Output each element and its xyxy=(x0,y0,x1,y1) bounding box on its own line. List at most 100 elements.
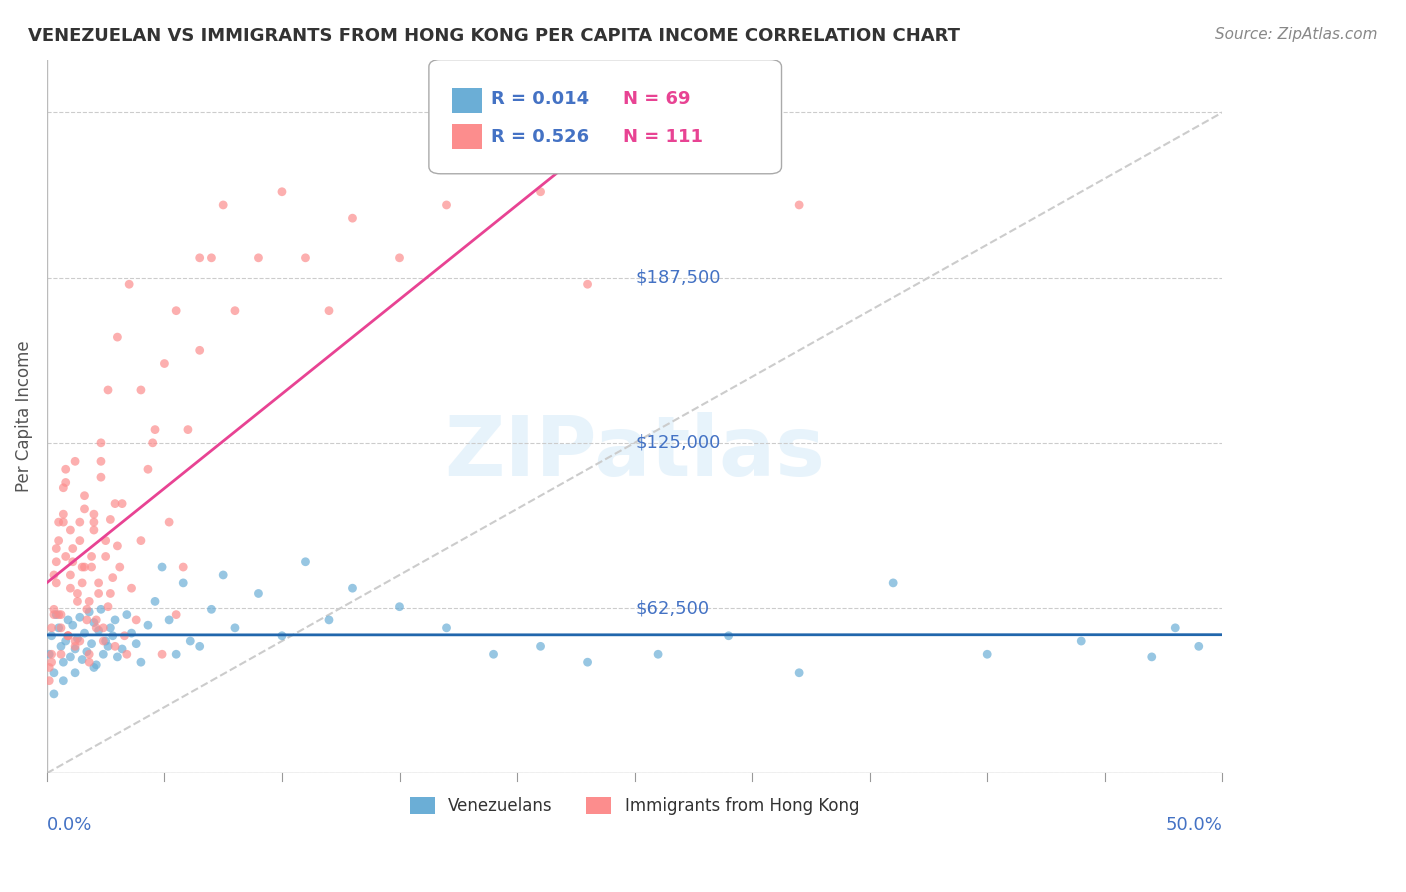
Point xyxy=(42,687,65,701)
Text: R = 0.014: R = 0.014 xyxy=(491,90,589,108)
Point xyxy=(224,303,246,318)
Point xyxy=(69,515,91,529)
Point xyxy=(56,613,79,627)
Text: ZIPatlas: ZIPatlas xyxy=(444,411,825,492)
Point xyxy=(59,649,82,664)
Point xyxy=(172,560,194,574)
Point xyxy=(73,560,96,574)
Point xyxy=(647,158,669,172)
Point xyxy=(200,251,222,265)
Point xyxy=(63,634,86,648)
Point xyxy=(55,549,77,564)
Point xyxy=(125,637,148,651)
Point xyxy=(388,251,411,265)
Point xyxy=(94,634,117,648)
Point xyxy=(66,632,89,646)
Point xyxy=(104,640,127,654)
Point xyxy=(80,560,103,574)
Point xyxy=(157,613,180,627)
Point xyxy=(76,613,98,627)
Point xyxy=(177,423,200,437)
Point xyxy=(45,555,67,569)
Point xyxy=(70,652,93,666)
Point xyxy=(294,555,316,569)
Point xyxy=(179,634,201,648)
Point xyxy=(388,599,411,614)
Point xyxy=(56,629,79,643)
Point xyxy=(94,533,117,548)
Point xyxy=(87,624,110,638)
Point xyxy=(90,435,112,450)
Legend: Venezuelans, Immigrants from Hong Kong: Venezuelans, Immigrants from Hong Kong xyxy=(404,790,866,822)
Point xyxy=(143,423,166,437)
Point xyxy=(77,647,100,661)
Point xyxy=(98,512,121,526)
Point xyxy=(69,533,91,548)
Point xyxy=(84,613,107,627)
Point xyxy=(49,647,72,661)
Point xyxy=(529,640,551,654)
Point xyxy=(125,613,148,627)
Point xyxy=(91,634,114,648)
Point xyxy=(647,647,669,661)
Point xyxy=(49,640,72,654)
Point xyxy=(976,647,998,661)
Point xyxy=(42,607,65,622)
Text: $125,000: $125,000 xyxy=(636,434,721,452)
Point xyxy=(69,634,91,648)
Point xyxy=(118,277,141,292)
Point xyxy=(212,198,235,212)
Point xyxy=(41,647,63,661)
Point xyxy=(142,435,165,450)
Point xyxy=(342,581,364,595)
Point xyxy=(83,523,105,537)
Point xyxy=(104,497,127,511)
Point xyxy=(55,462,77,476)
Text: Source: ZipAtlas.com: Source: ZipAtlas.com xyxy=(1215,27,1378,42)
Point xyxy=(717,105,740,120)
Point xyxy=(1164,621,1187,635)
Point xyxy=(94,549,117,564)
Point xyxy=(188,251,211,265)
Point xyxy=(91,647,114,661)
Point xyxy=(188,640,211,654)
Point xyxy=(73,489,96,503)
Point xyxy=(97,599,120,614)
Point xyxy=(436,198,458,212)
Point xyxy=(98,621,121,635)
Point xyxy=(41,629,63,643)
Text: N = 111: N = 111 xyxy=(623,128,703,145)
Point xyxy=(83,660,105,674)
Point xyxy=(55,475,77,490)
Point xyxy=(153,357,176,371)
Point xyxy=(97,383,120,397)
Point xyxy=(188,343,211,358)
Point xyxy=(107,539,129,553)
Point xyxy=(165,607,187,622)
Point xyxy=(45,541,67,556)
Text: 0.0%: 0.0% xyxy=(46,816,93,834)
Point xyxy=(63,454,86,468)
Point xyxy=(49,607,72,622)
Point xyxy=(436,621,458,635)
Point xyxy=(80,637,103,651)
Point xyxy=(107,649,129,664)
Point xyxy=(882,575,904,590)
Point xyxy=(200,602,222,616)
Point xyxy=(90,602,112,616)
Point xyxy=(143,594,166,608)
Point xyxy=(62,555,84,569)
Point xyxy=(55,634,77,648)
Point xyxy=(70,575,93,590)
Point xyxy=(62,618,84,632)
Point xyxy=(247,251,270,265)
Point xyxy=(224,621,246,635)
Point xyxy=(271,185,294,199)
Point xyxy=(59,568,82,582)
Point xyxy=(87,586,110,600)
Point xyxy=(42,602,65,616)
Point xyxy=(482,647,505,661)
Point xyxy=(271,629,294,643)
Point xyxy=(42,665,65,680)
Text: R = 0.526: R = 0.526 xyxy=(491,128,589,145)
